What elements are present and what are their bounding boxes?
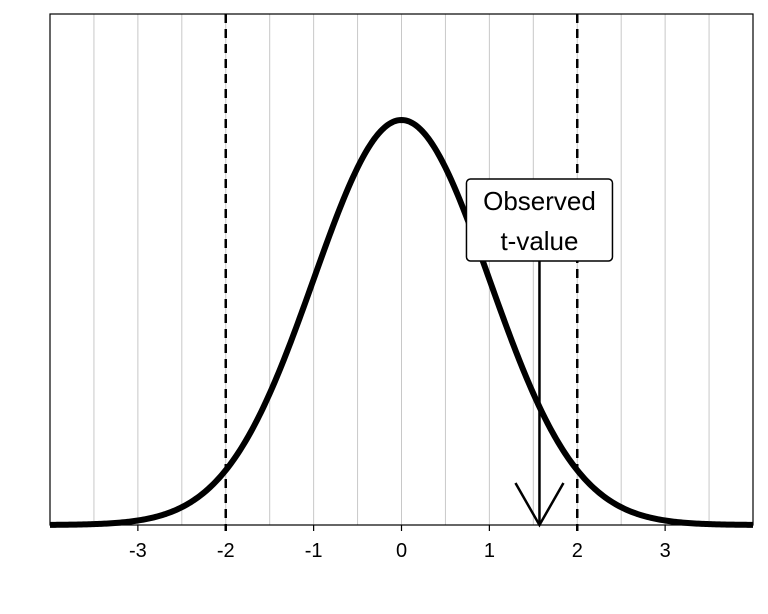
annotation-box	[465, 178, 614, 262]
annotation-arrow-head	[514, 482, 565, 528]
critical-value-lines	[224, 14, 579, 531]
x-tick-label: -2	[217, 540, 235, 562]
x-axis-ticks: -3 -2 -1 0 1 2 3	[129, 525, 671, 562]
x-tick-label: 0	[396, 540, 407, 562]
x-tick-label: -1	[305, 540, 323, 562]
grid-lines	[93, 14, 710, 525]
x-tick-label: 1	[484, 540, 495, 562]
x-tick-label: 3	[660, 540, 671, 562]
observed-t-value-annotation: Observed t-value	[465, 178, 614, 528]
x-tick-label: -3	[129, 540, 147, 562]
annotation-line-2: t-value	[500, 226, 578, 256]
x-tick-label: 2	[572, 540, 583, 562]
annotation-line-1: Observed	[483, 186, 596, 216]
density-curve	[48, 117, 755, 528]
